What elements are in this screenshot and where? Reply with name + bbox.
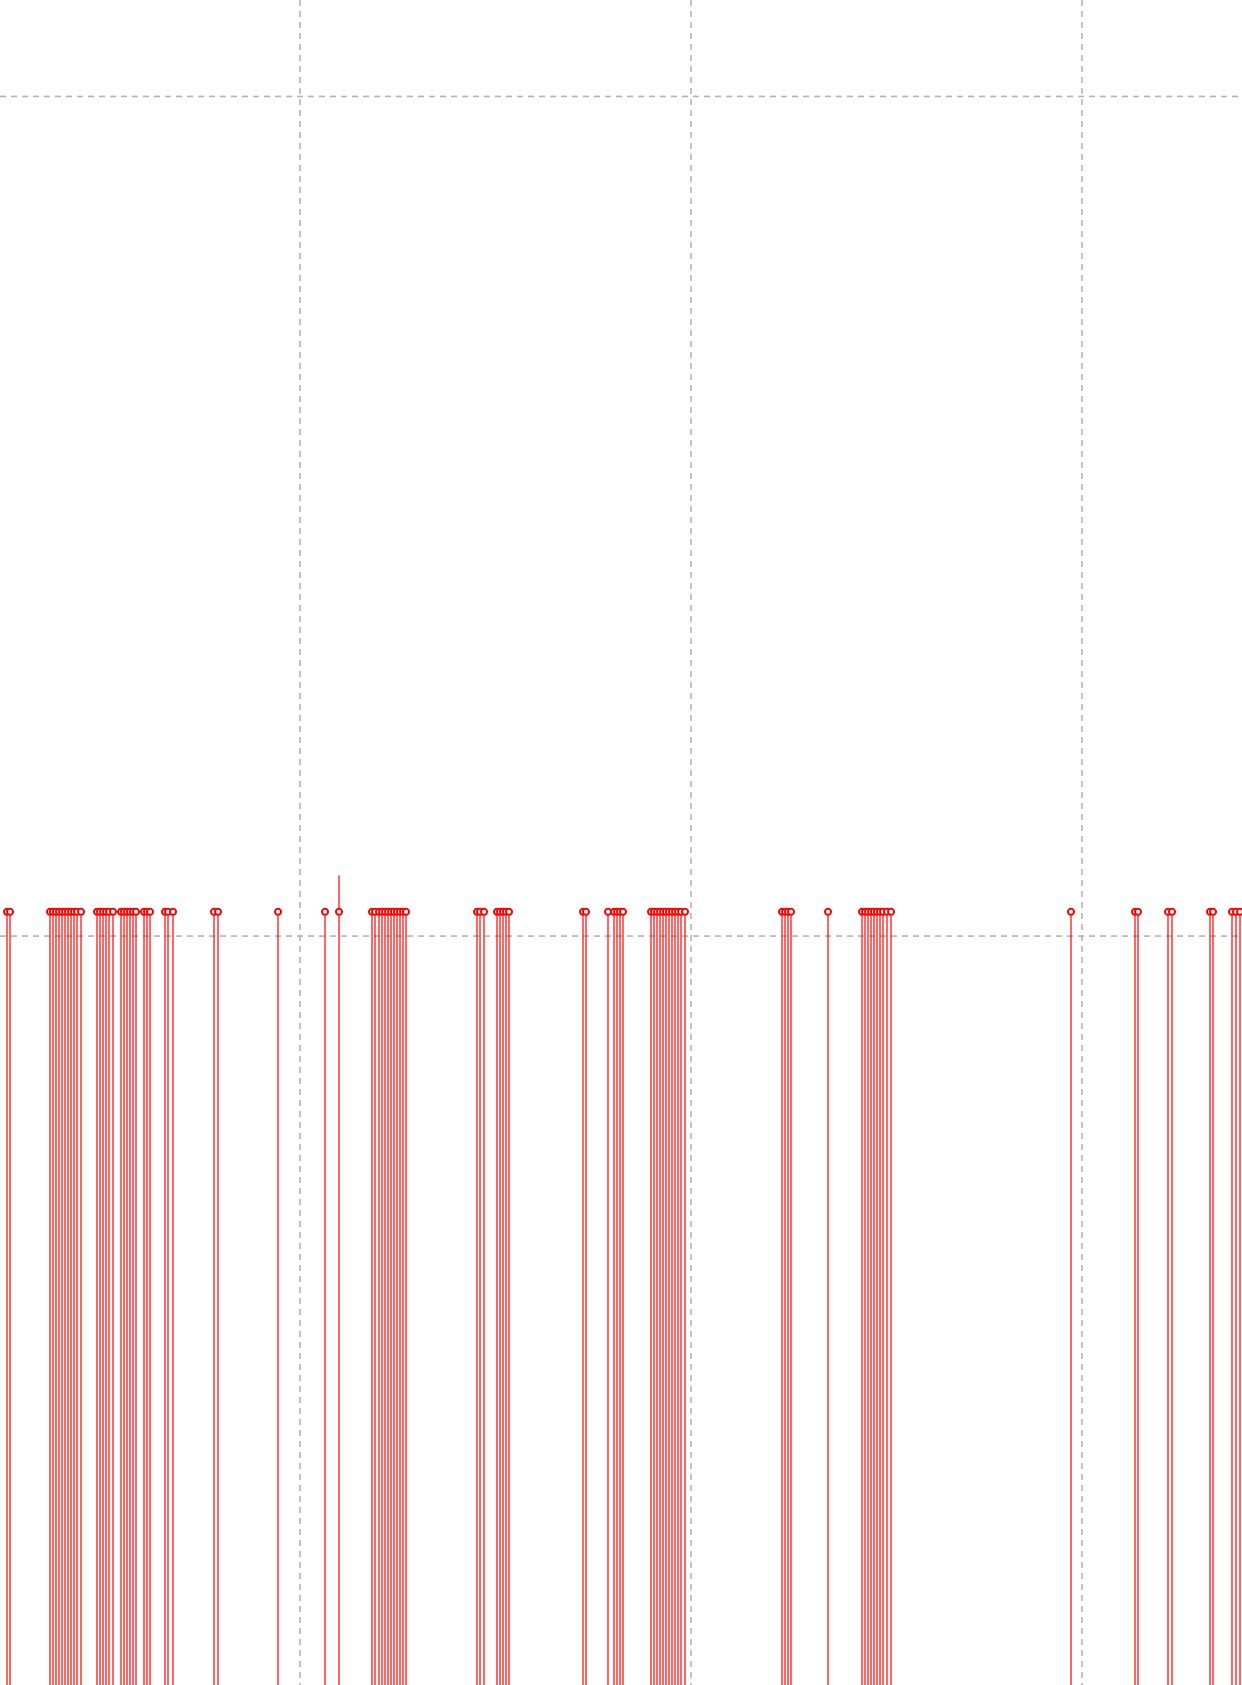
data-point-0-78 <box>787 907 795 916</box>
data-point-0-57 <box>582 907 590 916</box>
data-point-0-24 <box>132 907 140 916</box>
data-point-0-74 <box>681 907 689 916</box>
data-point-0-62 <box>619 907 627 916</box>
data-point-0-18 <box>109 907 117 916</box>
data-point-0-1 <box>6 907 14 916</box>
data-point-0-12 <box>77 907 85 916</box>
data-point-0-89 <box>887 907 895 916</box>
data-point-0-79 <box>824 907 832 916</box>
data-point-0-30 <box>169 907 177 916</box>
data-point-0-47 <box>402 907 410 916</box>
data-point-0-96 <box>1209 907 1217 916</box>
data-point-0-32 <box>214 907 222 916</box>
data-point-0-34 <box>321 907 329 916</box>
data-point-0-99 <box>1236 907 1242 916</box>
data-point-0-55 <box>505 907 513 916</box>
data-point-0-50 <box>480 907 488 916</box>
stems <box>6 875 1241 1685</box>
data-point-0-94 <box>1168 907 1176 916</box>
data-point-0-35 <box>335 907 343 916</box>
data-point-0-90 <box>1067 907 1075 916</box>
data-point-0-33 <box>274 907 282 916</box>
data-point-0-27 <box>146 907 154 916</box>
markers <box>3 907 1242 916</box>
data-point-0-92 <box>1134 907 1142 916</box>
